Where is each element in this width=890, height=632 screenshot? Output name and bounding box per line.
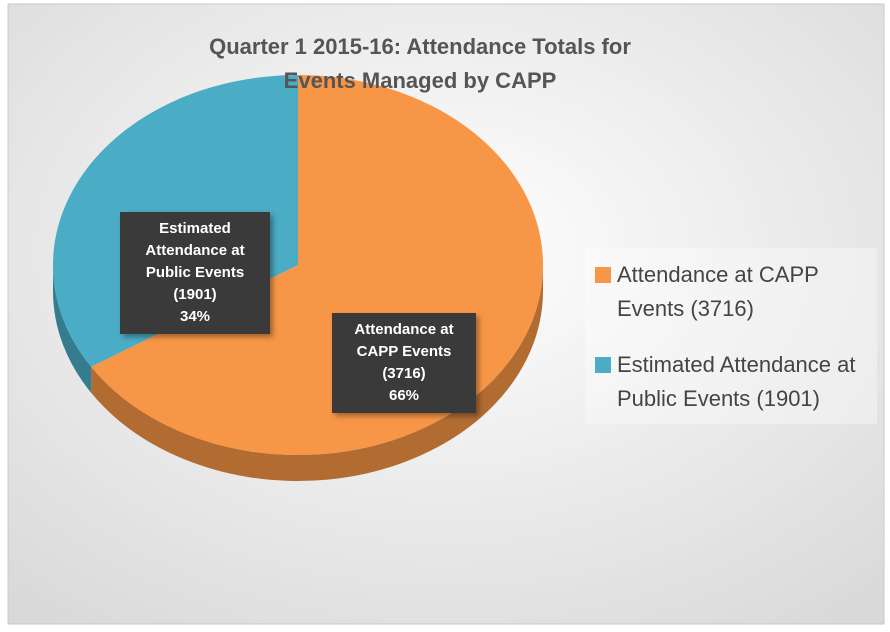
- data-label-value: 66%: [388, 387, 420, 404]
- data-label: Attendance at CAPP Events (3716) 66%: [332, 313, 476, 413]
- pie-side: [91, 265, 544, 482]
- data-label-category: Estimated Attendance at Public Events (1…: [145, 220, 245, 303]
- legend-swatch: [595, 267, 611, 283]
- legend: Attendance at CAPP Events (3716) Estimate…: [585, 248, 877, 424]
- legend-item: Estimated Attendance at Public Events (1…: [595, 348, 877, 416]
- legend-item: Attendance at CAPP Events (3716): [595, 258, 877, 326]
- data-label-category: Attendance at CAPP Events (3716): [354, 321, 454, 382]
- pie-side: [52, 265, 92, 393]
- data-label-value: 34%: [179, 308, 211, 325]
- legend-swatch: [595, 357, 611, 373]
- legend-label: Attendance at CAPP Events (3716): [617, 262, 819, 321]
- chart-title: Quarter 1 2015-16: Attendance Totals for…: [209, 34, 631, 93]
- data-label: Estimated Attendance at Public Events (1…: [120, 212, 270, 334]
- legend-label: Estimated Attendance at Public Events (1…: [617, 352, 856, 411]
